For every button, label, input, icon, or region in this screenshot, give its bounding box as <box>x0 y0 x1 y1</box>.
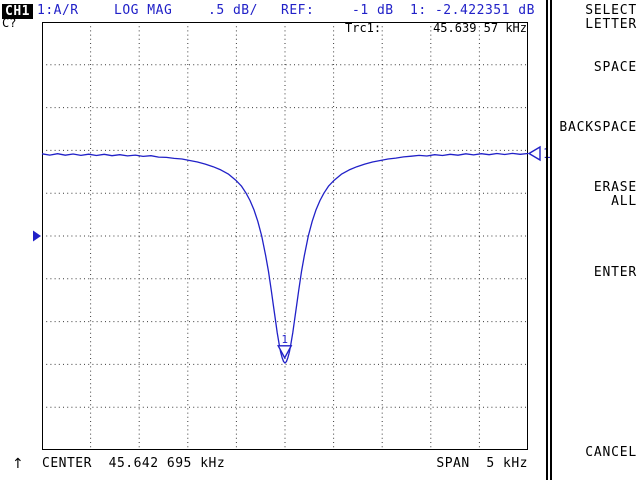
softkey-enter[interactable]: ENTER <box>594 266 637 280</box>
marker-value-readout: 1: -2.422351 dB <box>410 3 535 18</box>
channel-badge: CH1 <box>2 4 33 19</box>
trace-trc1 <box>41 152 529 364</box>
cal-status-indicator: C? <box>2 16 17 30</box>
graticule-border <box>42 22 528 450</box>
marker-stimulus-readout: 45.639 57 kHz <box>433 21 527 35</box>
trace-edge-indicator-icon <box>527 145 541 162</box>
graticule-plot: 11 <box>33 22 551 450</box>
softkey-label: BACKSPACE <box>559 120 637 135</box>
scale-readout: .5 dB/ <box>208 3 258 18</box>
softkey-label: ENTER <box>593 265 637 280</box>
span-readout: SPAN 5 kHz <box>436 456 528 471</box>
softkey-label: LETTER <box>585 17 637 32</box>
ref-level-arrow-icon <box>33 230 41 242</box>
marker-1-label: 1 <box>281 333 288 346</box>
ref-label: REF: <box>281 3 315 18</box>
sweep-arrow-icon: ↑ <box>12 456 24 472</box>
trace-name-label: Trc1: <box>345 21 382 35</box>
ref-value-readout: -1 dB <box>352 3 394 18</box>
softkey-label: ERASE <box>593 180 637 195</box>
softkey-label: CANCEL <box>585 445 637 460</box>
trace-input-readout: 1:A/R <box>37 3 79 18</box>
softkey-backspace[interactable]: BACKSPACE <box>559 121 637 135</box>
format-readout: LOG MAG <box>114 3 173 18</box>
softkey-label: SELECT <box>585 3 637 18</box>
softkey-cancel[interactable]: CANCEL <box>585 446 637 460</box>
softkey-separator <box>546 0 552 480</box>
softkey-erase-all[interactable]: ERASE ALL <box>594 181 637 209</box>
marker-1-symbol <box>277 345 293 360</box>
softkey-space[interactable]: SPACE <box>594 61 637 75</box>
softkey-label: SPACE <box>593 60 637 75</box>
softkey-select-letter[interactable]: SELECT LETTER <box>585 4 637 32</box>
center-frequency-readout: CENTER 45.642 695 kHz <box>42 456 226 471</box>
softkey-label: ALL <box>611 194 637 209</box>
